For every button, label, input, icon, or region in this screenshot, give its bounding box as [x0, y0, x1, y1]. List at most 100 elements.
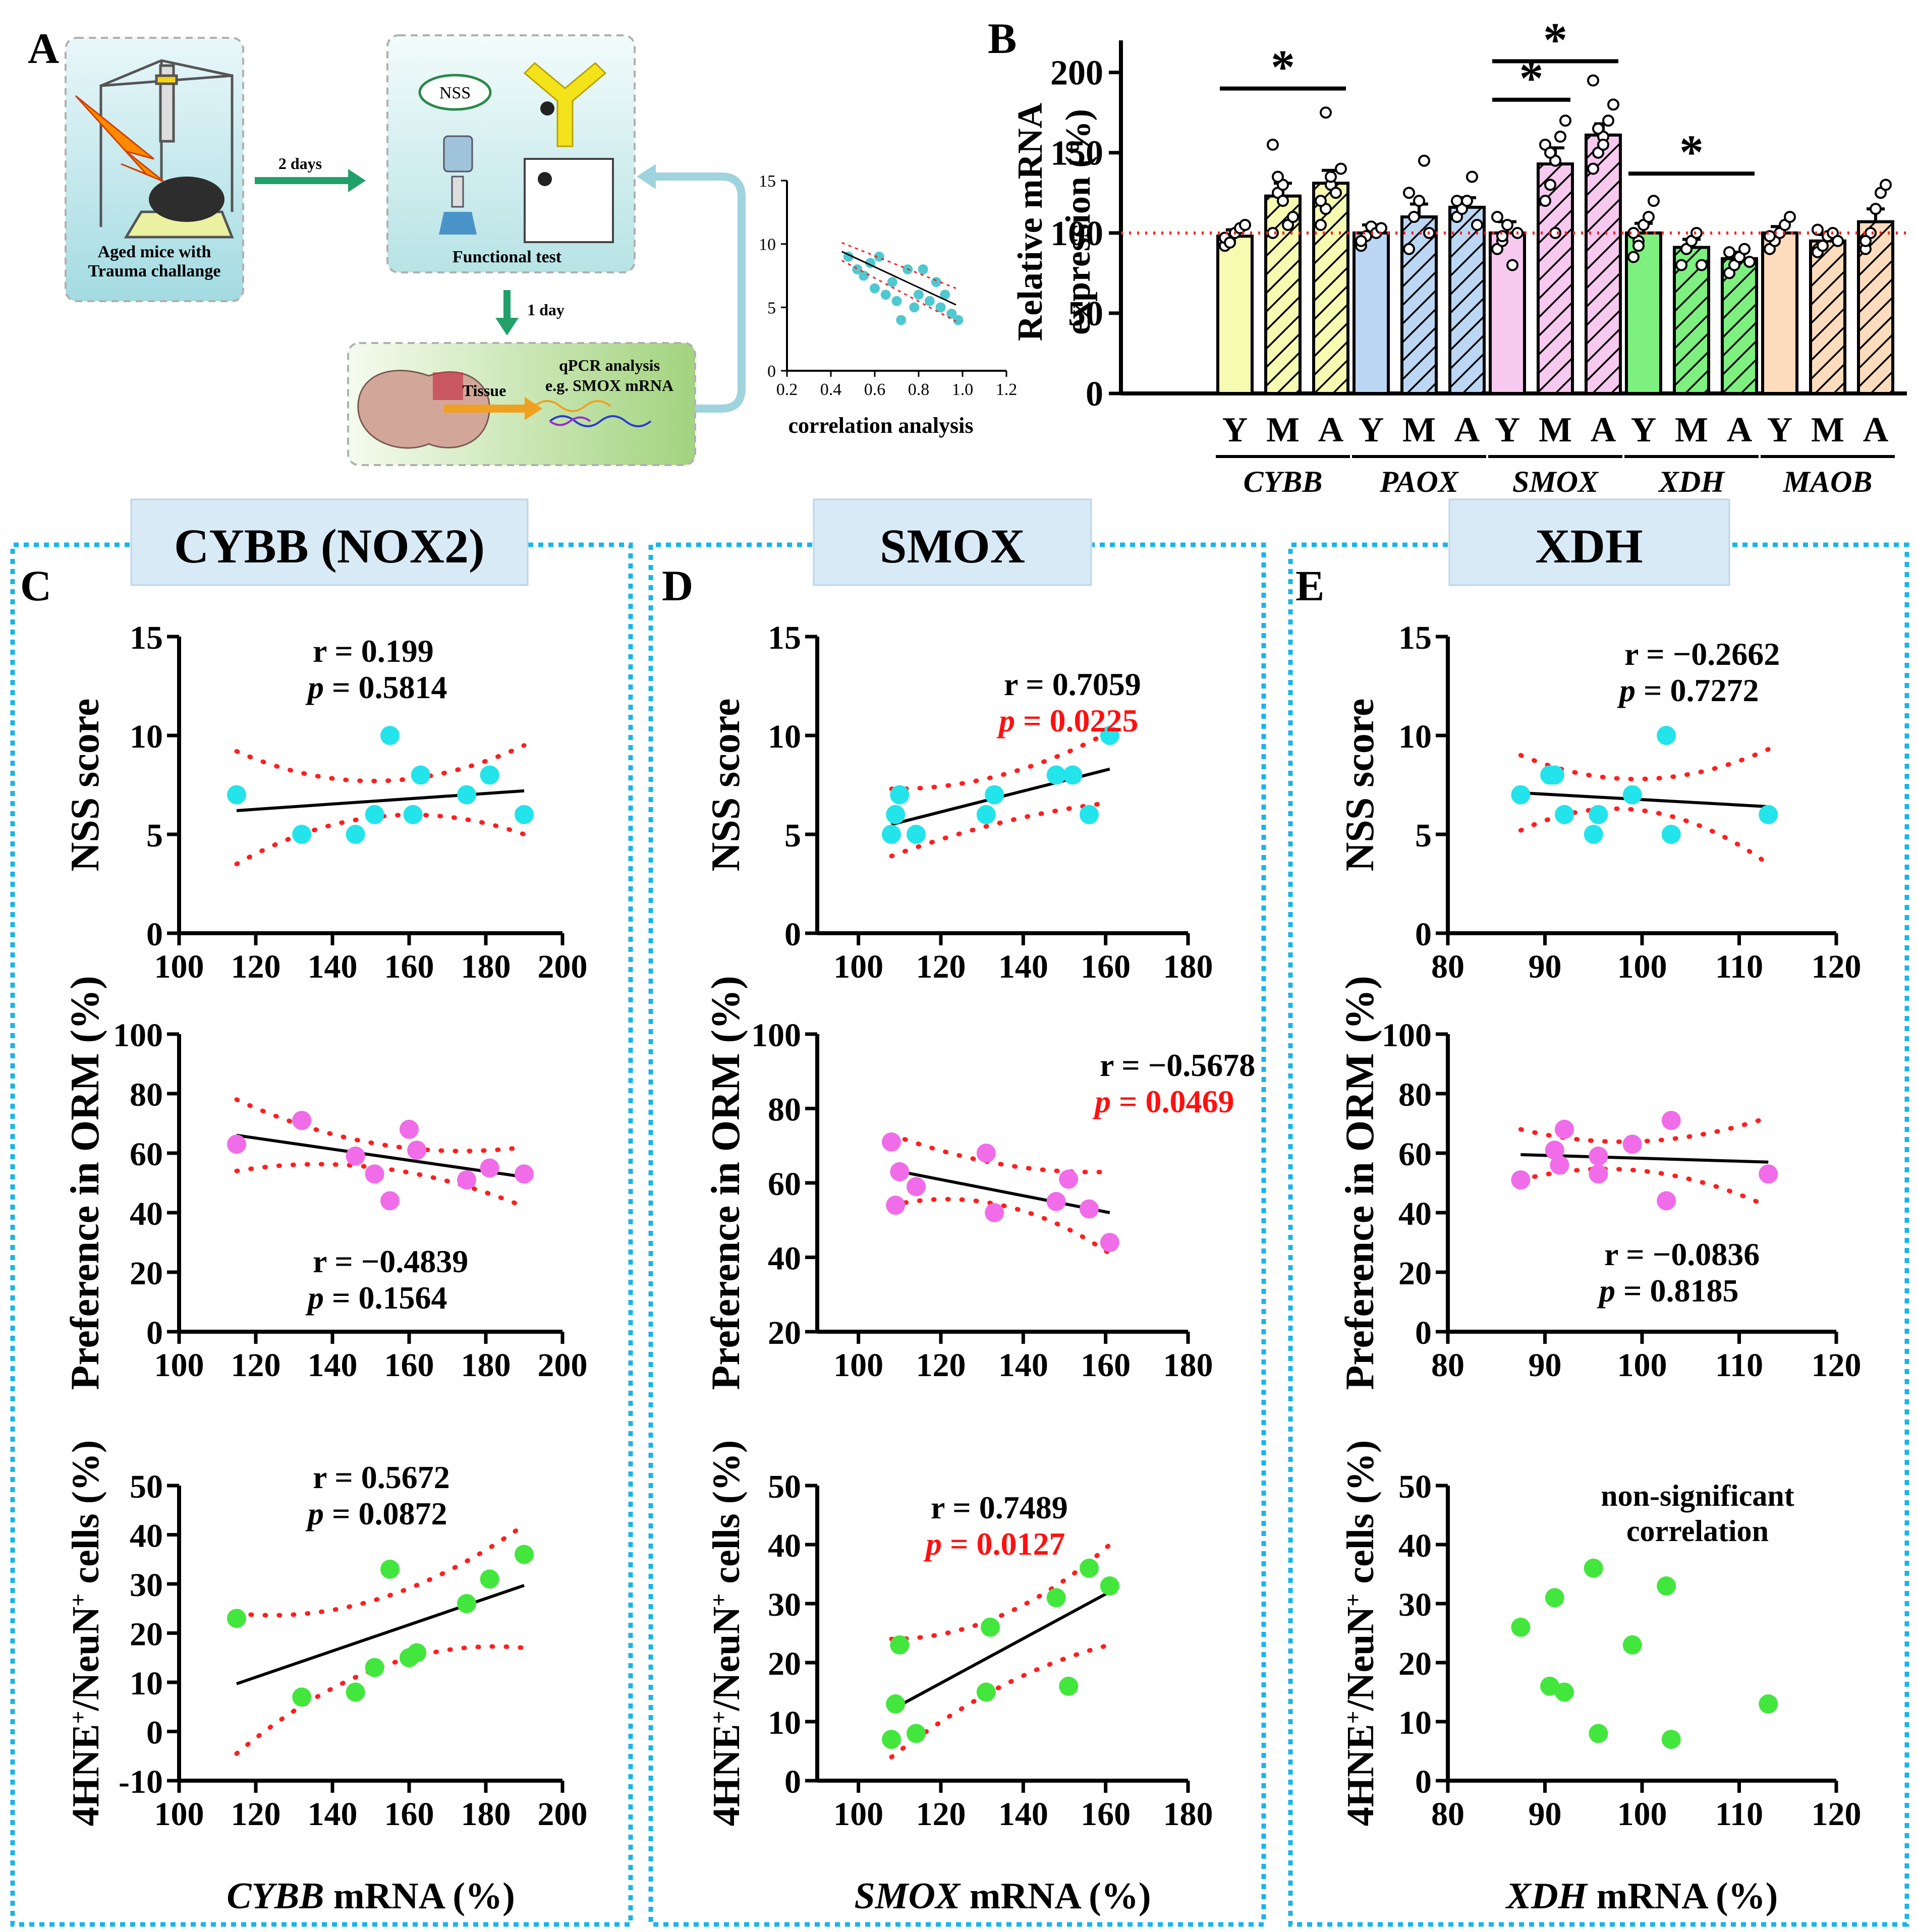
mrna-wave-2: [549, 415, 652, 427]
bar-data-dot: [1859, 235, 1872, 247]
scatter-x-tick-label: 100: [154, 1796, 204, 1833]
data-point: [1046, 1588, 1066, 1608]
bar-data-dot: [1559, 115, 1571, 127]
tissue-region-icon: [433, 372, 463, 400]
mini-data-point: [891, 296, 902, 306]
data-point: [1540, 1676, 1560, 1696]
data-point: [1589, 1724, 1608, 1743]
scatter-x-label: XDH mRNA (%): [1505, 1876, 1778, 1917]
data-point: [1511, 1170, 1531, 1190]
scatter-x-tick-label: 100: [833, 948, 883, 985]
data-point: [292, 1111, 312, 1130]
scatter-y-tick-label: 10: [130, 718, 163, 755]
bar-data-dot: [1287, 211, 1299, 223]
gene-group-label: PAOX: [1379, 465, 1459, 498]
scatter-y-tick-label: 0: [1415, 1315, 1432, 1351]
data-point: [380, 726, 400, 745]
bar-data-dot: [1587, 162, 1599, 175]
scatter-y-label: 4HNE+/NeuN+ cells (%): [65, 1440, 107, 1826]
panel-e-note-1: non-significant: [1601, 1479, 1794, 1512]
mini-data-point: [914, 290, 924, 300]
arrow-tissue: [444, 397, 542, 420]
data-point: [292, 1687, 312, 1707]
panel-e-header: [1448, 498, 1730, 586]
mini-data-point: [918, 264, 928, 274]
data-point: [403, 805, 423, 824]
scatter-x-tick-label: 140: [998, 1347, 1048, 1384]
bar-data-dot: [1602, 115, 1614, 127]
bar-data-dot: [1539, 195, 1551, 207]
data-point: [1759, 805, 1778, 824]
stat-r: r = 0.7489: [931, 1490, 1068, 1525]
significance-star: *: [1679, 125, 1704, 179]
scatter-x-tick-label: 90: [1529, 1347, 1562, 1384]
data-point: [1100, 1576, 1119, 1596]
data-point: [457, 1594, 476, 1613]
scatter-y-tick-label: 30: [1398, 1586, 1432, 1623]
bar-data-dot: [1224, 236, 1236, 249]
data-point: [480, 1158, 499, 1178]
data-point: [882, 1730, 901, 1749]
scatter-y-label: 4HNE+/NeuN+ cells (%): [705, 1440, 748, 1826]
arrow-2-days-label: 2 days: [278, 154, 322, 173]
data-point: [886, 1196, 906, 1215]
mini-data-point: [931, 277, 941, 288]
mini-correlation-plot: 15 10 5 00.2 0.4 0.6 0.8 1.0 1.2: [759, 172, 1017, 399]
scatter-y-tick-label: 20: [130, 1616, 163, 1653]
bar-data-dot: [1501, 218, 1513, 231]
data-point: [1622, 1134, 1642, 1154]
mrna-wave-1: [534, 400, 611, 412]
bar-data-dot: [1817, 240, 1829, 252]
scatter-x-tick-label: 160: [1081, 1347, 1131, 1384]
mini-data-point: [870, 283, 880, 294]
feedback-arrow: [637, 164, 746, 413]
scatter-e-3: 0 10 20 30 40 50 80 90 100 110 120 4HNE+/NeuN+ cell…: [1339, 1440, 1862, 1833]
scatter-x-tick-label: 180: [1163, 1796, 1213, 1833]
scatter-y-tick-label: 20: [130, 1255, 163, 1292]
bar-category-label: Y: [1767, 411, 1793, 449]
mini-x-tick-label: 1.2: [996, 380, 1018, 399]
data-point: [457, 1170, 476, 1190]
panel-d-frame: SMOX D: [648, 498, 1266, 1927]
stat-r: r = 0.7059: [1004, 666, 1141, 702]
scatter-y-label: Preference in ORM (%): [63, 976, 107, 1390]
mini-y-tick-label: 5: [767, 299, 776, 317]
bar-hatch: [1676, 249, 1707, 392]
bar-data-dot: [1491, 211, 1503, 223]
data-point: [1622, 785, 1642, 805]
functional-caption: Functional test: [453, 248, 562, 266]
mini-x-tick-label: 1.0: [952, 380, 974, 399]
stat-p: p = 0.0469: [1092, 1084, 1234, 1119]
data-point: [1511, 1617, 1531, 1637]
bar-category-label: A: [1863, 411, 1889, 449]
ci-lower-band: [889, 1197, 1112, 1256]
scatter-x-tick-label: 140: [998, 948, 1048, 985]
scatter-x-tick-label: 200: [538, 1347, 588, 1384]
bar-data-dot: [1880, 179, 1892, 191]
data-point: [227, 1609, 246, 1628]
data-point: [882, 1132, 901, 1152]
scatter-y-tick-label: 0: [146, 1315, 163, 1351]
stat-r: r = 0.199: [313, 633, 434, 669]
panel-d-header: [813, 498, 1092, 586]
scatter-x-tick-label: 100: [154, 948, 204, 985]
scatter-x-tick-label: 200: [538, 948, 588, 985]
scatter-y-tick-label: 20: [1398, 1255, 1432, 1292]
bar-category-label: M: [1811, 411, 1844, 449]
bar-data-dot: [1413, 195, 1425, 207]
scatter-x-tick-label: 100: [833, 1347, 883, 1384]
scatter-y-tick-label: 0: [146, 916, 163, 953]
data-point: [1555, 1682, 1574, 1702]
mouse-icon: [149, 177, 224, 222]
tissue-label: Tissue: [463, 381, 506, 400]
scatter-y-label: 4HNE+/NeuN+ cells (%): [1339, 1440, 1382, 1826]
open-field-icon: [524, 158, 614, 243]
nss-badge: [418, 74, 492, 111]
data-point: [1545, 1588, 1564, 1608]
bar-data-dot: [1325, 171, 1337, 183]
bar-data-dot: [1690, 226, 1703, 239]
scatter-y-tick-label: 20: [768, 1645, 801, 1682]
bar-category-label: A: [1591, 411, 1616, 449]
